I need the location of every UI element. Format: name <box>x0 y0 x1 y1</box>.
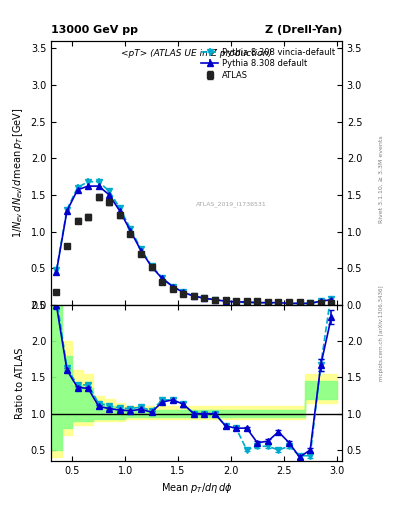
Y-axis label: Ratio to ATLAS: Ratio to ATLAS <box>15 347 25 418</box>
Text: Z (Drell-Yan): Z (Drell-Yan) <box>264 25 342 35</box>
Text: mcplots.cern.ch [arXiv:1306.3436]: mcplots.cern.ch [arXiv:1306.3436] <box>379 285 384 380</box>
Text: ATLAS_2019_I1736531: ATLAS_2019_I1736531 <box>196 202 267 207</box>
Text: <pT> (ATLAS UE in Z production): <pT> (ATLAS UE in Z production) <box>121 49 272 58</box>
Text: 13000 GeV pp: 13000 GeV pp <box>51 25 138 35</box>
Text: Rivet 3.1.10, ≥ 3.3M events: Rivet 3.1.10, ≥ 3.3M events <box>379 135 384 223</box>
Legend: Pythia 8.308 vincia-default, Pythia 8.308 default, ATLAS: Pythia 8.308 vincia-default, Pythia 8.30… <box>199 45 338 82</box>
X-axis label: Mean $p_T/d\eta\,d\phi$: Mean $p_T/d\eta\,d\phi$ <box>161 481 232 495</box>
Y-axis label: $1/N_{ev}\,dN_{ev}/d\,\mathrm{mean}\,p_T\,[\mathrm{GeV}]$: $1/N_{ev}\,dN_{ev}/d\,\mathrm{mean}\,p_T… <box>11 108 25 238</box>
